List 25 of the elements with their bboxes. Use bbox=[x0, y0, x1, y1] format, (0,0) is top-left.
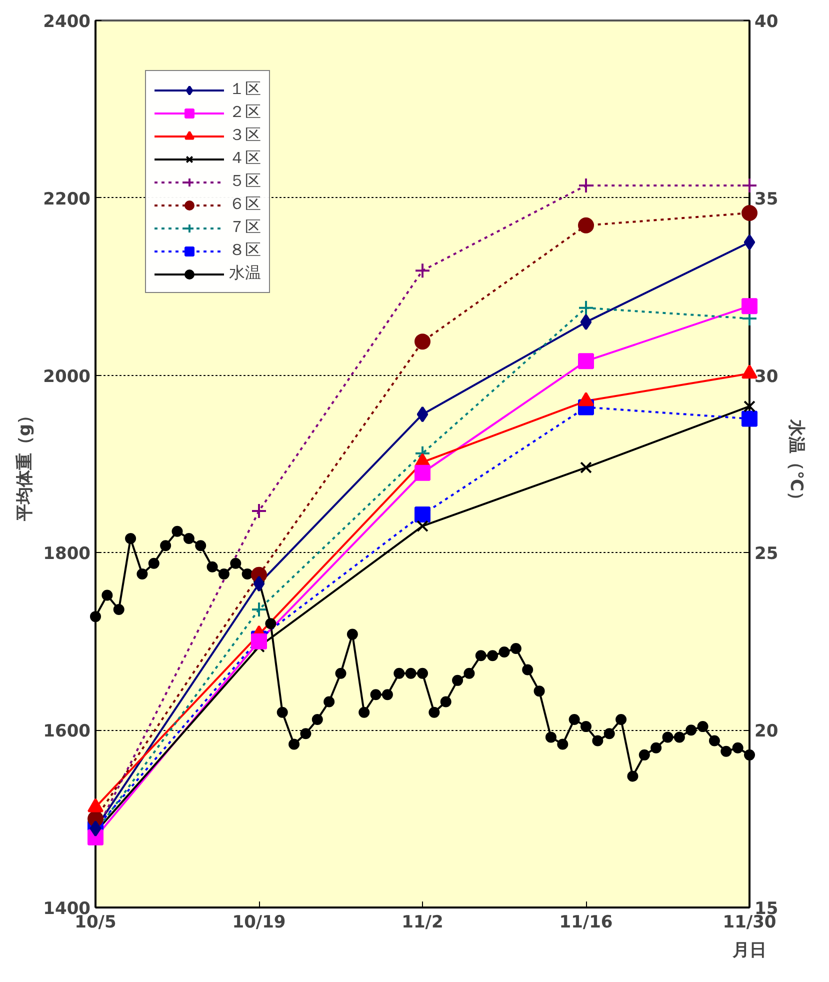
legend-label: ５区 bbox=[229, 171, 261, 192]
legend-label: １区 bbox=[229, 79, 261, 100]
y-tick-label: 2200 bbox=[43, 189, 91, 210]
y-tick-label: 2000 bbox=[43, 366, 91, 387]
y2-axis-title: 水温（℃） bbox=[786, 418, 806, 508]
x-tick-label: 11/16 bbox=[559, 912, 613, 932]
y2-tick-label: 30 bbox=[754, 366, 778, 387]
legend-label: ４区 bbox=[229, 148, 261, 169]
x-tick-label: 11/2 bbox=[402, 912, 444, 932]
y2-tick-label: 40 bbox=[754, 12, 778, 32]
y2-tick-label: 20 bbox=[754, 722, 778, 742]
y-tick-label: 1800 bbox=[43, 544, 91, 564]
legend-label: ２区 bbox=[229, 102, 261, 123]
y-tick-label: 2400 bbox=[43, 12, 91, 32]
x-tick-label: 10/19 bbox=[232, 912, 286, 932]
legend-label: 水温 bbox=[229, 263, 261, 284]
y2-tick-label: 35 bbox=[754, 189, 778, 210]
legend-label: ６区 bbox=[229, 194, 261, 215]
legend-label: ８区 bbox=[229, 240, 261, 261]
y-tick-label: 1600 bbox=[43, 722, 91, 742]
x-axis-title: 月日 bbox=[732, 940, 766, 960]
legend-label: ３区 bbox=[229, 125, 261, 146]
y-axis-title: 平均体重（g） bbox=[15, 406, 36, 522]
y2-tick-label: 25 bbox=[754, 544, 778, 564]
legend-label: ７区 bbox=[229, 217, 261, 238]
